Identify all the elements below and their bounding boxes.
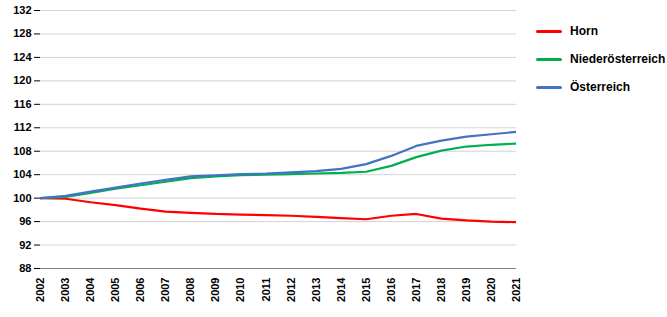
svg-text:2004: 2004 [84, 277, 96, 302]
svg-text:116: 116 [14, 98, 32, 110]
html-text:Österreich: Österreich [570, 80, 630, 94]
svg-text:2020: 2020 [485, 278, 497, 302]
html-text:Horn: Horn [570, 24, 598, 38]
svg-text:2017: 2017 [410, 278, 422, 302]
svg-text:108: 108 [13, 145, 31, 157]
svg-text:2008: 2008 [184, 278, 196, 302]
svg-text:96: 96 [19, 215, 31, 227]
svg-text:2006: 2006 [134, 278, 146, 302]
svg-text:2015: 2015 [360, 278, 372, 302]
svg-text:104: 104 [13, 168, 32, 180]
svg-text:2012: 2012 [285, 278, 297, 302]
svg-text:2002: 2002 [34, 278, 46, 302]
svg-text:2021: 2021 [510, 278, 522, 302]
html-text:Niederösterreich: Niederösterreich [570, 52, 666, 66]
svg-text:128: 128 [13, 27, 31, 39]
svg-text:124: 124 [13, 51, 32, 63]
svg-text:112: 112 [14, 121, 32, 133]
svg-text:132: 132 [13, 4, 31, 16]
svg-text:92: 92 [19, 239, 31, 251]
svg-text:2010: 2010 [234, 278, 246, 302]
svg-text:2013: 2013 [310, 278, 322, 302]
svg-text:2003: 2003 [59, 278, 71, 302]
svg-text:2005: 2005 [109, 278, 121, 302]
svg-text:2014: 2014 [335, 277, 347, 302]
svg-text:2016: 2016 [385, 278, 397, 302]
svg-text:2007: 2007 [159, 278, 171, 302]
svg-text:88: 88 [19, 262, 31, 274]
svg-text:120: 120 [13, 74, 31, 86]
svg-text:2018: 2018 [435, 278, 447, 302]
svg-text:2009: 2009 [209, 278, 221, 302]
svg-text:100: 100 [13, 192, 31, 204]
svg-text:2019: 2019 [460, 278, 472, 302]
svg-text:2011: 2011 [259, 278, 271, 302]
